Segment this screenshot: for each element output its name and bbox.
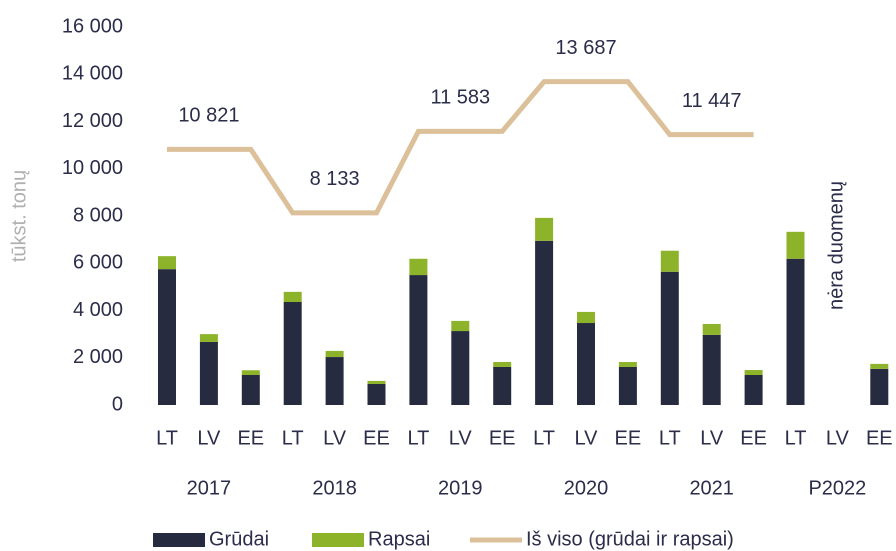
x-tick-label: LT: [156, 427, 178, 449]
x-tick-label: EE: [615, 427, 642, 449]
bar: [702, 334, 721, 405]
y-tick-label: 6 000: [73, 252, 123, 274]
line: [167, 79, 754, 216]
group-label: P2022: [808, 477, 866, 499]
y-tick-label: 2 000: [73, 346, 123, 368]
bar: [451, 331, 470, 405]
data-label: 11 583: [430, 87, 490, 109]
group-label: 2018: [312, 477, 357, 499]
bar: [870, 368, 889, 405]
y-tick-label: 16 000: [62, 15, 123, 37]
bar: [618, 366, 637, 405]
y-tick-label: 12 000: [62, 110, 123, 132]
group-label: 2017: [187, 477, 232, 499]
bar: [702, 323, 721, 335]
x-tick-label: LT: [659, 427, 681, 449]
bar: [283, 291, 302, 302]
x-tick-label: EE: [489, 427, 516, 449]
bar: [199, 334, 218, 342]
data-label: 11 447: [682, 90, 742, 112]
bar: [158, 269, 176, 405]
legend-label: Rapsai: [368, 528, 430, 550]
y-tick-label: 4 000: [73, 299, 123, 321]
data-label: 13 687: [555, 37, 616, 59]
y-tick-label: 0: [112, 393, 123, 415]
x-tick-label: EE: [866, 427, 893, 449]
bar: [660, 271, 679, 405]
x-tick-label: LV: [197, 427, 221, 449]
bar: [744, 370, 763, 375]
y-tick-label: 10 000: [62, 157, 123, 179]
x-tick-label: EE: [237, 427, 264, 449]
x-tick-label: EE: [363, 427, 390, 449]
bar: [325, 350, 344, 358]
bar: [451, 320, 470, 332]
bar: [493, 366, 512, 405]
bar: [199, 341, 218, 405]
x-tick-label: LV: [575, 427, 599, 449]
x-tick-label: LV: [700, 427, 724, 449]
x-tick-label: LV: [323, 427, 347, 449]
bar: [367, 383, 386, 405]
x-tick-label: LV: [826, 427, 850, 449]
y-tick-label: 14 000: [62, 63, 123, 85]
bar: [158, 256, 176, 270]
bar: [786, 231, 805, 259]
data-label: 10 821: [178, 105, 239, 127]
annotation: nėra duomenų: [826, 181, 848, 310]
bar: [493, 362, 512, 367]
legend-label: Iš viso (grūdai ir rapsai): [526, 528, 734, 550]
x-tick-label: LV: [449, 427, 473, 449]
bar: [744, 374, 763, 405]
legend-label: Grūdai: [209, 528, 269, 550]
bar: [535, 217, 554, 241]
bar: [367, 380, 386, 384]
bar: [409, 275, 428, 405]
x-tick-label: LT: [407, 427, 429, 449]
bar: [241, 374, 260, 405]
bar: [618, 362, 637, 367]
group-label: 2020: [564, 477, 609, 499]
x-tick-label: LT: [533, 427, 555, 449]
bar: [786, 258, 805, 405]
legend-swatch: [312, 533, 364, 547]
y-tick-label: 8 000: [73, 204, 123, 226]
x-tick-label: EE: [740, 427, 767, 449]
x-tick-label: LT: [785, 427, 807, 449]
group-label: 2021: [689, 477, 734, 499]
bar: [535, 240, 554, 405]
bar: [660, 250, 679, 272]
bar: [325, 357, 344, 405]
bar: [241, 370, 260, 375]
bar: [870, 363, 889, 369]
data-label: 8 133: [310, 168, 360, 190]
bar: [409, 258, 428, 276]
bar: [577, 311, 595, 324]
bar: [577, 323, 595, 405]
legend-swatch: [153, 533, 205, 547]
group-label: 2019: [438, 477, 483, 499]
x-tick-label: LT: [282, 427, 304, 449]
bar: [283, 301, 302, 405]
y-axis-label: tūkst. tonų: [8, 170, 30, 262]
